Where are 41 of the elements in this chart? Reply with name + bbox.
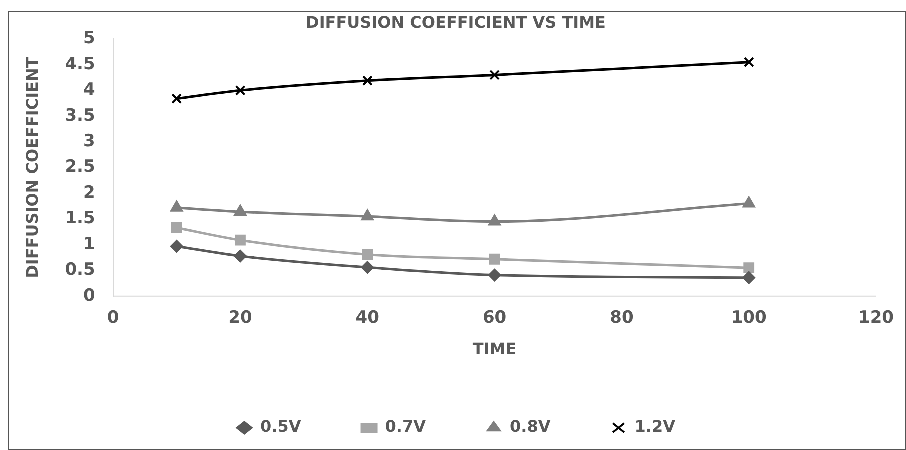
point: [362, 249, 374, 260]
point: [361, 261, 374, 274]
legend-label: 0.7V: [385, 417, 427, 436]
legend-label: 1.2V: [634, 417, 676, 436]
x-tick-label: 20: [228, 308, 252, 328]
x-tick-label: 40: [356, 308, 380, 328]
x-tick-label: 60: [482, 308, 507, 328]
point: [235, 85, 246, 96]
y-tick-label: 1: [83, 234, 96, 254]
y-tick-label: 2: [83, 182, 96, 203]
y-tick-label: 4.5: [65, 54, 96, 74]
point: [742, 271, 756, 284]
x-axis-title: TIME: [472, 340, 517, 359]
chart-title: DIFFUSION COEFFICIENT VS TIME: [306, 12, 606, 32]
y-tick-label: 0: [83, 286, 96, 306]
point: [234, 250, 247, 263]
point: [744, 262, 755, 274]
point: [488, 268, 502, 282]
point: [744, 57, 754, 68]
x-tick-label: 100: [731, 308, 768, 328]
point: [172, 94, 182, 104]
y-tick-label: 0.5: [65, 260, 96, 280]
y-tick-label: 3.5: [65, 106, 96, 126]
point: [490, 70, 500, 80]
point: [489, 254, 500, 265]
point: [170, 240, 184, 254]
point: [235, 234, 246, 246]
y-axis-title: DIFFUSION COEFFICIENT: [22, 57, 42, 278]
x-tick-label: 0: [107, 308, 120, 328]
x-tick-label: 80: [610, 308, 634, 328]
point: [362, 76, 373, 86]
y-tick-label: 2.5: [65, 157, 96, 178]
y-tick-label: 5: [83, 28, 96, 49]
x-tick-label: 120: [858, 308, 894, 328]
point: [171, 222, 182, 234]
point: [234, 204, 248, 216]
y-tick-label: 4: [83, 80, 96, 100]
legend-label: 0.8V: [510, 417, 552, 436]
y-tick-label: 3: [83, 132, 96, 152]
y-tick-label: 1.5: [65, 208, 96, 229]
legend-label: 0.5V: [260, 417, 302, 436]
